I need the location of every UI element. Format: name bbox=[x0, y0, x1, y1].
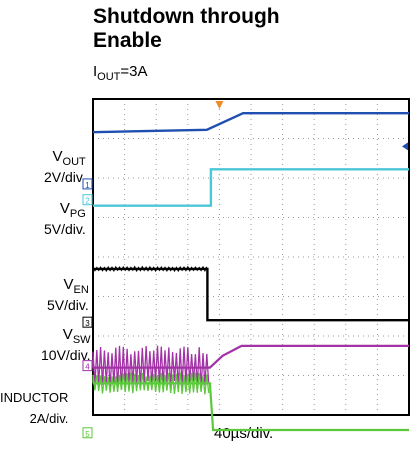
vout-trace bbox=[92, 112, 409, 134]
vsw-symbol: V bbox=[62, 326, 73, 343]
inductor-label: INDUCTOR 2A/div. bbox=[0, 390, 68, 426]
condition-symbol: I bbox=[93, 63, 98, 80]
vpg-sub: PG bbox=[69, 207, 86, 220]
ven-trace bbox=[93, 267, 409, 322]
vpg-trace bbox=[93, 168, 409, 207]
vpg-ground-marker bbox=[82, 194, 93, 206]
ven-switching-band bbox=[92, 264, 208, 273]
vout-sub: OUT bbox=[62, 155, 86, 168]
inductor-scale: 2A/div. bbox=[29, 410, 69, 426]
inductor-ground-marker bbox=[82, 427, 93, 439]
vpg-symbol: V bbox=[59, 200, 70, 217]
ven-ground-marker bbox=[82, 316, 93, 328]
ven-label: VEN 5V/div. bbox=[47, 277, 89, 313]
vpg-label: VPG 5V/div. bbox=[44, 201, 86, 237]
vsw-ground-marker-number: 4 bbox=[85, 363, 90, 372]
vsw-ground-marker bbox=[82, 360, 93, 372]
vout-label: VOUT 2V/div. bbox=[44, 149, 86, 185]
vpg-ground-marker-number: 2 bbox=[85, 197, 90, 206]
inductor-ground-marker-number: 5 bbox=[85, 430, 90, 439]
title-line-1: Shutdown through bbox=[93, 5, 280, 28]
load-condition: IOUT=3A bbox=[93, 63, 148, 83]
vout-ground-marker bbox=[82, 178, 93, 190]
inductor-symbol: INDUCTOR bbox=[0, 390, 69, 405]
inductor-switching-band bbox=[92, 372, 210, 395]
scope-frame bbox=[92, 98, 410, 416]
ven-scale: 5V/div. bbox=[47, 296, 89, 313]
ven-symbol: V bbox=[63, 276, 74, 293]
trigger-position-marker bbox=[215, 101, 224, 109]
chart-title: Shutdown through Enable bbox=[93, 5, 280, 53]
title-line-2: Enable bbox=[93, 29, 162, 52]
condition-sub: OUT bbox=[97, 71, 121, 83]
vout-scale: 2V/div. bbox=[44, 168, 86, 185]
vsw-trace bbox=[93, 344, 409, 369]
vout-ground-marker-number: 1 bbox=[85, 181, 90, 190]
trigger-level-marker bbox=[402, 142, 408, 151]
vout-symbol: V bbox=[52, 148, 63, 165]
vsw-switching-band bbox=[92, 345, 210, 390]
condition-value: =3A bbox=[120, 63, 148, 80]
vpg-scale: 5V/div. bbox=[44, 220, 86, 237]
inductor-trace bbox=[93, 382, 409, 432]
ven-ground-marker-number: 3 bbox=[85, 319, 90, 328]
ven-sub: EN bbox=[73, 283, 89, 296]
vsw-label: VSW 10V/div. bbox=[41, 327, 91, 363]
vsw-scale: 10V/div. bbox=[41, 346, 91, 363]
vsw-sub: SW bbox=[72, 333, 91, 346]
